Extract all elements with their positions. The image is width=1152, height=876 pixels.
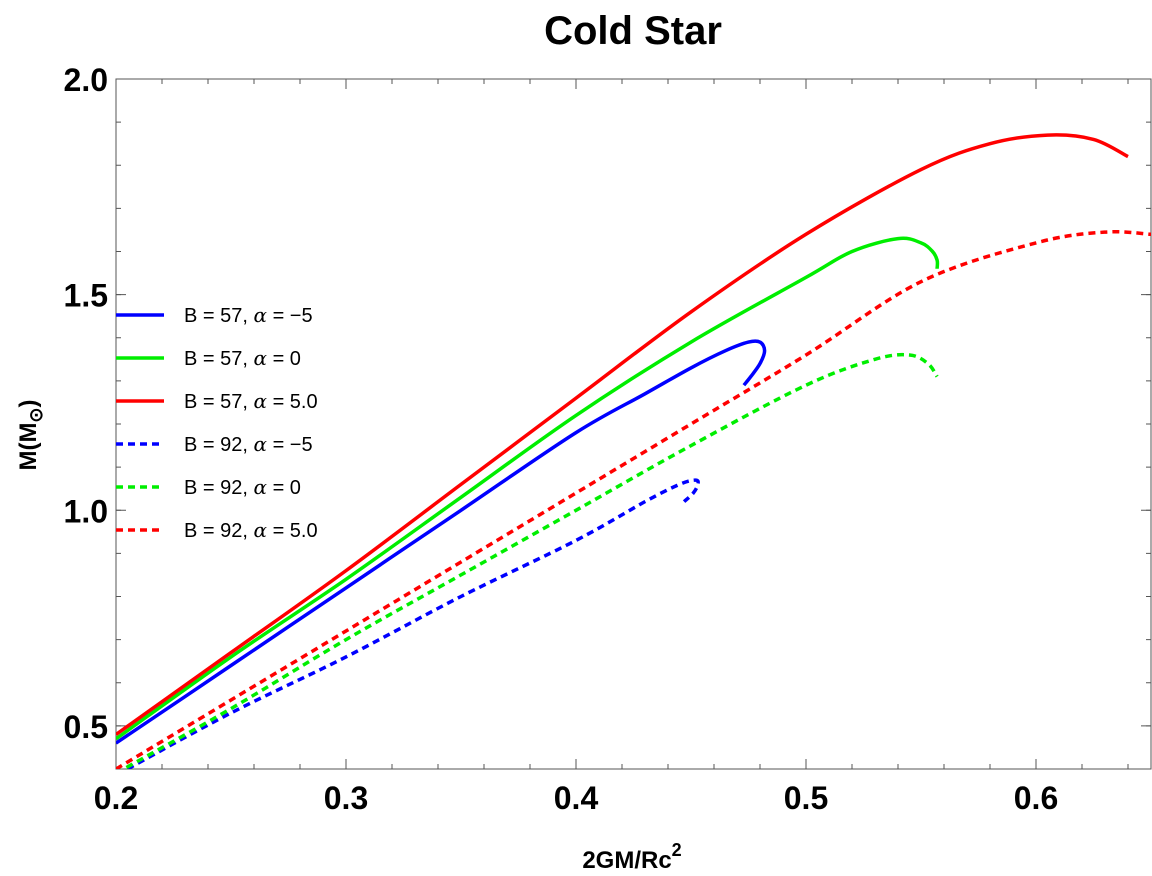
- y-tick-label: 2.0: [64, 62, 108, 98]
- x-tick-label: 0.4: [554, 780, 599, 816]
- series-line-6: [116, 230, 1151, 769]
- series-line-1: [116, 339, 767, 745]
- legend-label-4: B = 92, α = −5: [184, 432, 313, 456]
- series-line-2: [116, 236, 940, 741]
- x-tick-label: 0.5: [784, 780, 828, 816]
- y-axis-label: M(M⊙): [15, 399, 46, 470]
- x-axis-label-main: 2GM/Rc: [582, 847, 671, 874]
- legend-label-1: B = 57, α = −5: [184, 303, 313, 327]
- x-axis-label-sup: 2: [672, 840, 682, 860]
- y-tick-label: 1.0: [64, 493, 108, 529]
- series-line-3: [116, 133, 1129, 736]
- x-tick-label: 0.3: [324, 780, 368, 816]
- legend-label-5: B = 92, α = 0: [184, 475, 301, 499]
- y-axis-label-main: M(M: [15, 423, 42, 471]
- x-axis-label: 2GM/Rc2: [582, 840, 681, 874]
- x-tick-label: 0.2: [94, 780, 138, 816]
- y-axis-label-sub: ⊙: [26, 407, 46, 422]
- plot-frame: [115, 78, 1152, 770]
- series-group: [116, 133, 1151, 769]
- y-tick-label: 0.5: [64, 709, 108, 745]
- series-line-4: [126, 478, 700, 769]
- chart-title: Cold Star: [544, 9, 722, 53]
- axis-ticks: 0.2 0.3 0.4 0.5 0.6 0.5 1.0 1.5 2.0: [64, 62, 1151, 816]
- x-tick-label: 0.6: [1014, 780, 1058, 816]
- y-tick-label: 1.5: [64, 278, 108, 314]
- legend-label-6: B = 92, α = 5.0: [184, 518, 318, 542]
- y-axis-label-close: ): [15, 399, 42, 407]
- legend: B = 57, α = −5 B = 57, α = 0 B = 57, α = 5…: [116, 303, 318, 542]
- legend-label-2: B = 57, α = 0: [184, 346, 301, 370]
- legend-label-3: B = 57, α = 5.0: [184, 389, 318, 413]
- series-line-5: [120, 352, 939, 769]
